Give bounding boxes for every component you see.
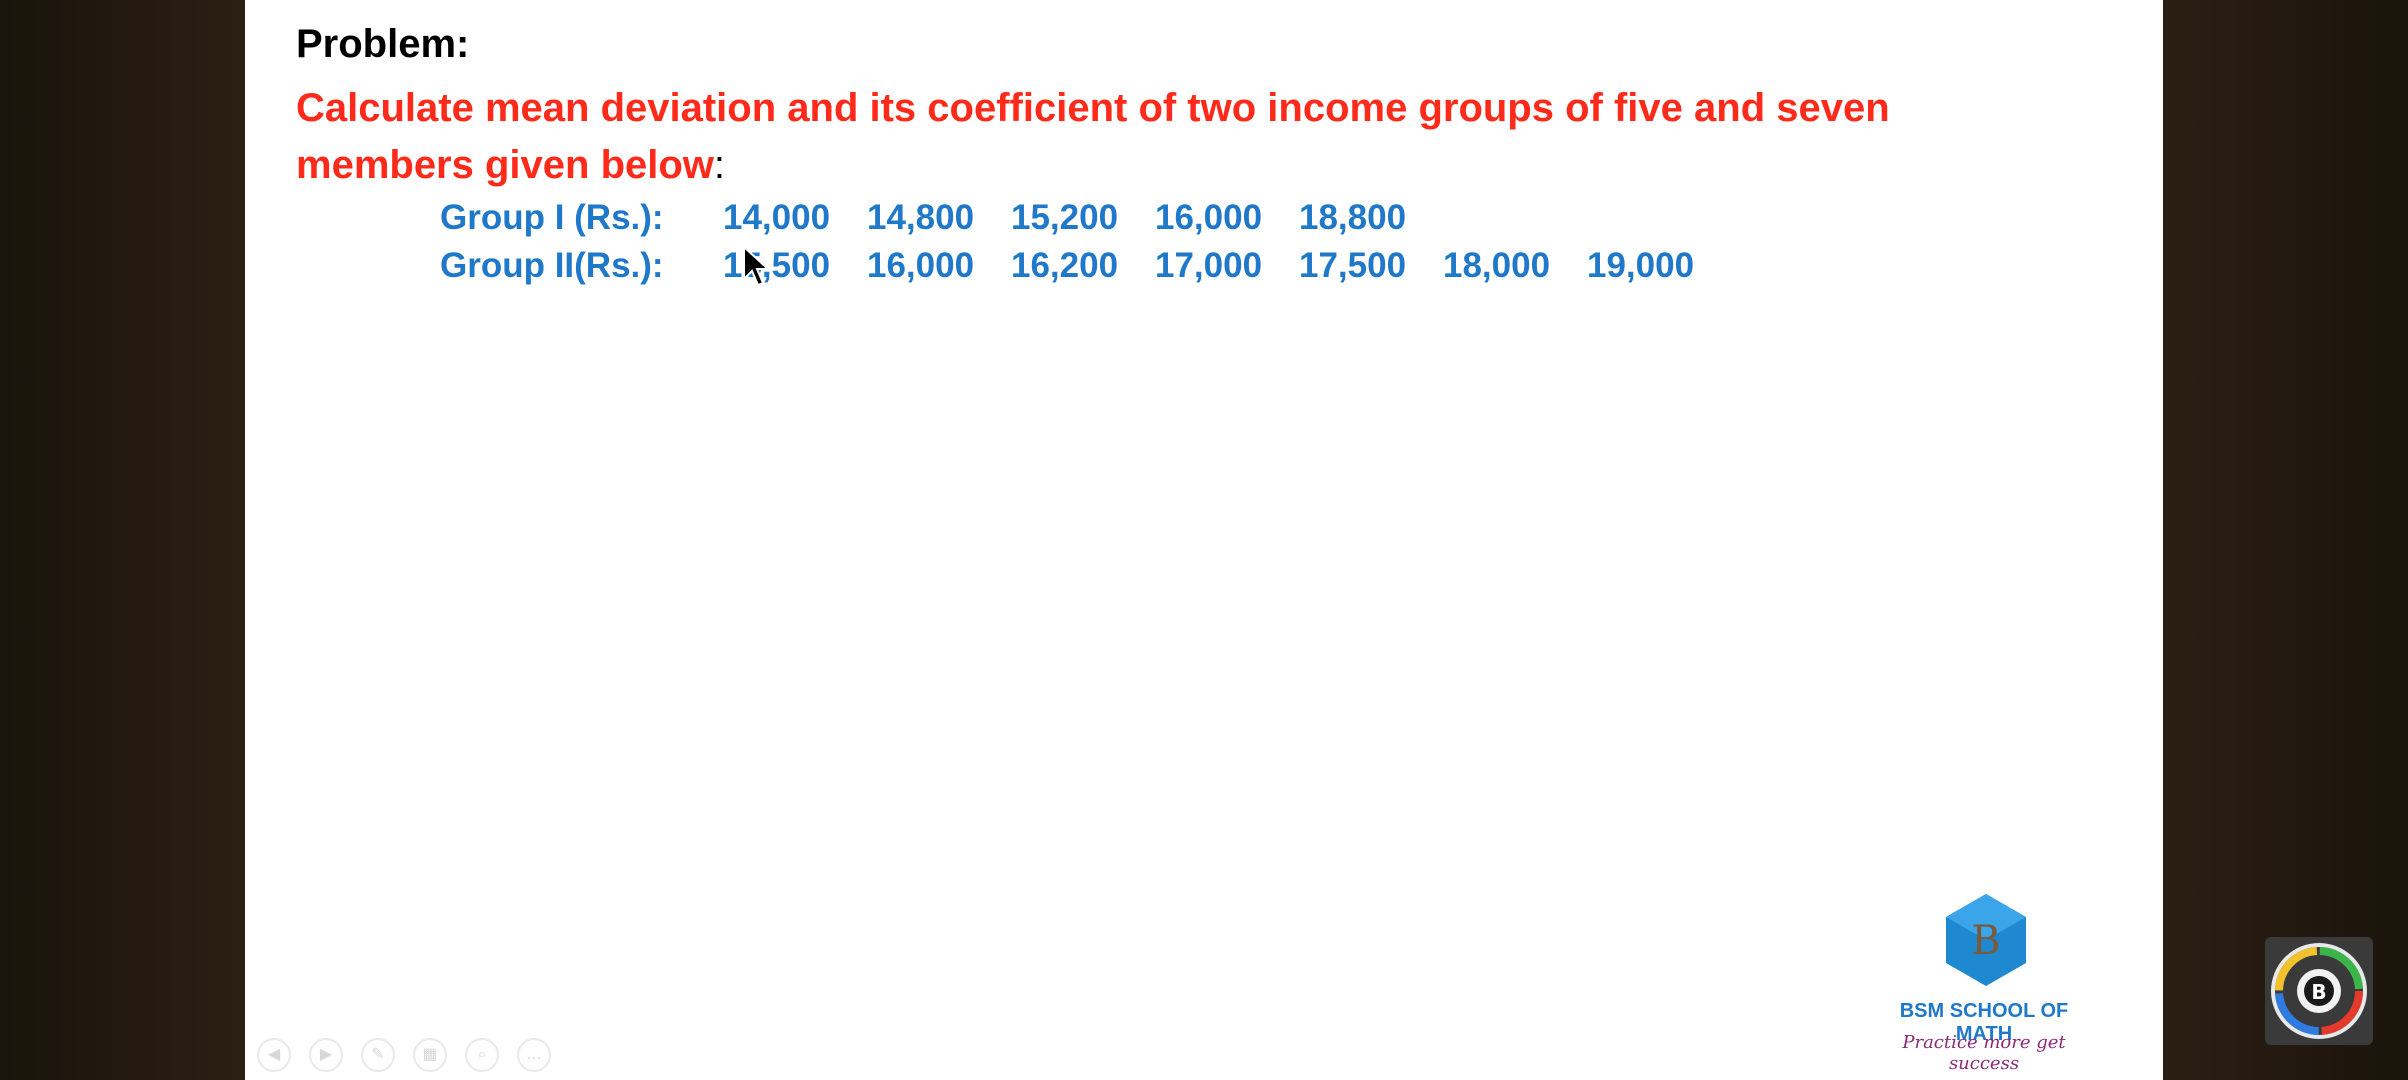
logo-letter: B xyxy=(1971,918,2000,964)
logo-tagline: Practice more get success xyxy=(1902,1032,2066,1074)
group-2-value: 17,000 xyxy=(1155,246,1263,285)
group-1-label: Group I (Rs.): xyxy=(440,198,664,237)
group-1-value: 18,800 xyxy=(1299,198,1407,237)
slides-icon[interactable]: ▦ xyxy=(413,1038,447,1072)
zoom-icon[interactable]: ⌕ xyxy=(465,1038,499,1072)
next-icon[interactable]: ▶ xyxy=(309,1038,343,1072)
bsm-logo: B BSM SCHOOL OF MATH Practice more get s… xyxy=(1869,892,2099,1074)
group-2-value: 15,500 xyxy=(723,246,831,285)
pen-icon[interactable]: ✎ xyxy=(361,1038,395,1072)
logo-brand-text: BSM SCHOOL OF MATH xyxy=(1899,1000,2069,1045)
mouse-cursor-icon xyxy=(743,245,771,287)
group-2-value: 16,200 xyxy=(1011,246,1119,285)
slide: Problem: Calculate mean deviation and it… xyxy=(245,0,2163,1080)
group-1-value: 15,200 xyxy=(1011,198,1119,237)
previous-icon[interactable]: ◀ xyxy=(257,1038,291,1072)
group-1-value: 14,000 xyxy=(723,198,831,237)
hexagon-logo-icon: B xyxy=(1946,894,2026,986)
problem-heading: Problem: xyxy=(296,22,470,66)
group-2-value: 16,000 xyxy=(867,246,975,285)
overlay-widget[interactable]: B xyxy=(2265,937,2373,1045)
problem-statement-text: Calculate mean deviation and its coeffic… xyxy=(296,86,1890,187)
badge-letter: B xyxy=(2311,980,2326,1004)
problem-statement: Calculate mean deviation and its coeffic… xyxy=(296,80,2056,194)
group-1-value: 14,800 xyxy=(867,198,975,237)
group-2-value: 18,000 xyxy=(1443,246,1551,285)
group-2-label: Group II(Rs.): xyxy=(440,246,664,285)
group-2-value: 17,500 xyxy=(1299,246,1407,285)
problem-statement-colon: : xyxy=(713,143,726,187)
more-icon[interactable]: … xyxy=(517,1038,551,1072)
group-2-value: 19,000 xyxy=(1587,246,1695,285)
group-1-value: 16,000 xyxy=(1155,198,1263,237)
channel-badge-icon: B xyxy=(2271,943,2367,1039)
